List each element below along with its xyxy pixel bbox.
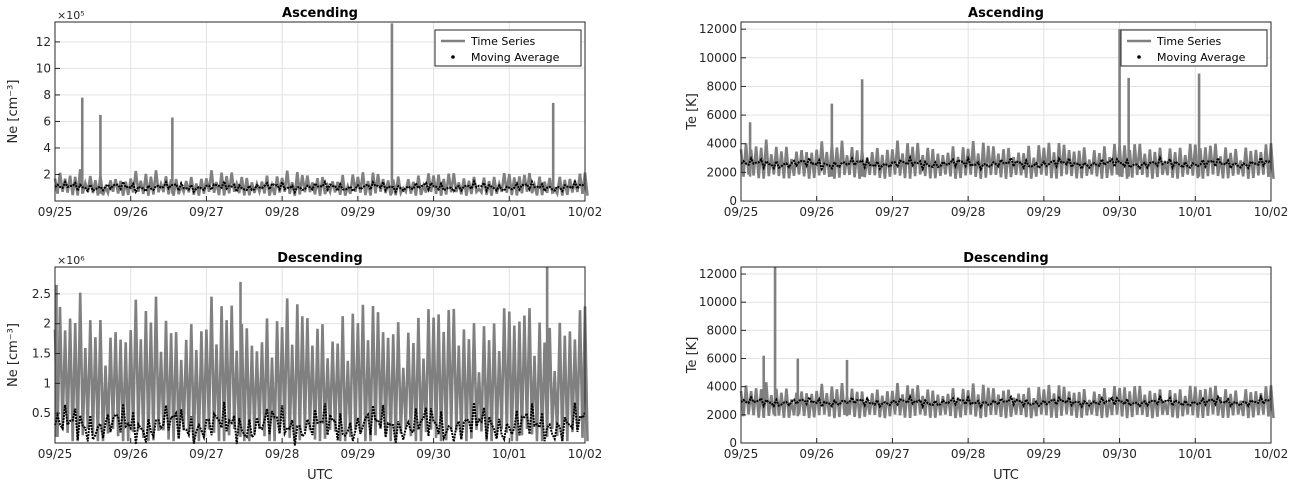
legend-time-series-label: Time Series [1156,35,1222,48]
x-tick-label: 09/27 [875,447,910,461]
x-tick-label: 09/27 [189,205,224,219]
x-tick-label: 10/02 [1254,205,1289,219]
y-tick-label: 10000 [699,51,737,65]
chart-title: Ascending [968,6,1044,21]
y-tick-label: 10000 [699,295,737,309]
legend-moving-average-swatch [451,55,455,59]
x-tick-label: 10/01 [492,447,527,461]
x-tick-label: 10/01 [492,205,527,219]
y-tick-label: 2 [43,317,51,331]
y-tick-label: 4 [43,141,51,155]
x-tick-label: 09/26 [799,205,834,219]
y-tick-label: 8 [43,88,51,102]
y-axis-label: Ne [cm⁻³] [6,80,21,144]
x-tick-label: 10/02 [568,205,603,219]
moving-average-line [54,178,586,195]
x-tick-label: 09/26 [799,447,834,461]
x-tick-label: 09/30 [1102,447,1137,461]
time-series-line [739,382,1275,419]
y-tick-label: 0 [729,436,737,450]
x-tick-label: 09/27 [189,447,224,461]
y-tick-label: 2 [43,167,51,181]
legend-time-series-label: Time Series [470,35,536,48]
y-tick-label: 4000 [706,380,737,394]
x-tick-label: 09/28 [265,447,300,461]
y-axis-label: Te [K] [685,337,700,375]
y-tick-label: 0 [729,194,737,208]
x-tick-label: 09/30 [1102,205,1137,219]
x-tick-label: 10/02 [568,447,603,461]
chart-title: Descending [963,251,1048,266]
subplot-ne-ascending: 09/25 09/26 09/27 09/28 09/29 09/30 10/01 10/02… [6,6,602,219]
x-tick-label: 09/28 [951,205,986,219]
moving-average-line [740,393,1272,410]
x-axis-label: UTC [307,468,333,483]
subplot-te-descending: 09/25 09/26 09/27 09/28 09/29 09/30 10/01 10/02… [685,251,1288,483]
chart-title: Ascending [282,6,358,21]
y-tick-label: 4000 [706,137,737,151]
y-tick-label: 10 [36,61,51,75]
x-tick-label: 09/26 [113,447,148,461]
x-tick-label: 09/30 [416,447,451,461]
y-tick-label: 8000 [706,79,737,93]
y-tick-label: 2000 [706,165,737,179]
y-exponent-label: ×10⁵ [57,9,85,22]
y-tick-label: 1.5 [32,347,51,361]
y-tick-label: 6 [43,114,51,128]
y-tick-label: 12000 [699,22,737,36]
moving-average-line [740,154,1272,172]
x-tick-label: 09/28 [265,205,300,219]
legend-moving-average-swatch [1137,55,1141,59]
y-tick-label: 12 [36,35,51,49]
time-series-line [53,292,589,442]
subplot-ne-descending: 09/25 09/26 09/27 09/28 09/29 09/30 10/01 10/02… [6,251,602,483]
axes-frame [54,21,586,202]
x-tick-label: 09/30 [416,205,451,219]
x-tick-label: 09/25 [724,205,759,219]
legend-box [1120,29,1268,67]
y-tick-label: 12000 [699,267,737,281]
axes-frame [54,266,586,444]
x-tick-label: 09/25 [38,447,73,461]
y-tick-label: 2.5 [32,287,51,301]
chart-title: Descending [277,251,362,266]
y-exponent-label: ×10⁶ [57,254,85,267]
x-tick-label: 10/01 [1178,447,1213,461]
y-tick-label: 6000 [706,108,737,122]
x-tick-label: 10/02 [1254,447,1289,461]
y-axis-label: Te [K] [685,93,700,131]
x-tick-label: 09/26 [113,205,148,219]
y-tick-label: 1 [43,376,51,390]
subplot-te-ascending: 09/25 09/26 09/27 09/28 09/29 09/30 10/01 10/02… [685,6,1288,219]
legend-moving-average-label: Moving Average [1157,51,1246,64]
x-axis-label: UTC [993,468,1019,483]
x-tick-label: 10/01 [1178,205,1213,219]
y-tick-label: 2000 [706,408,737,422]
axes-frame [740,266,1272,444]
x-tick-label: 09/29 [341,205,376,219]
x-tick-label: 09/27 [875,205,910,219]
moving-average-line [54,401,586,446]
y-tick-label: 0.5 [32,406,51,420]
x-tick-label: 09/25 [38,205,73,219]
y-tick-label: 6000 [706,352,737,366]
x-tick-label: 09/29 [1027,205,1062,219]
x-tick-label: 09/28 [951,447,986,461]
x-tick-label: 09/29 [1027,447,1062,461]
legend-moving-average-label: Moving Average [471,51,560,64]
axes-frame [740,21,1272,202]
y-axis-label: Ne [cm⁻³] [6,323,21,387]
x-tick-label: 09/25 [724,447,759,461]
y-tick-label: 8000 [706,323,737,337]
legend-box [434,29,582,67]
x-tick-label: 09/29 [341,447,376,461]
